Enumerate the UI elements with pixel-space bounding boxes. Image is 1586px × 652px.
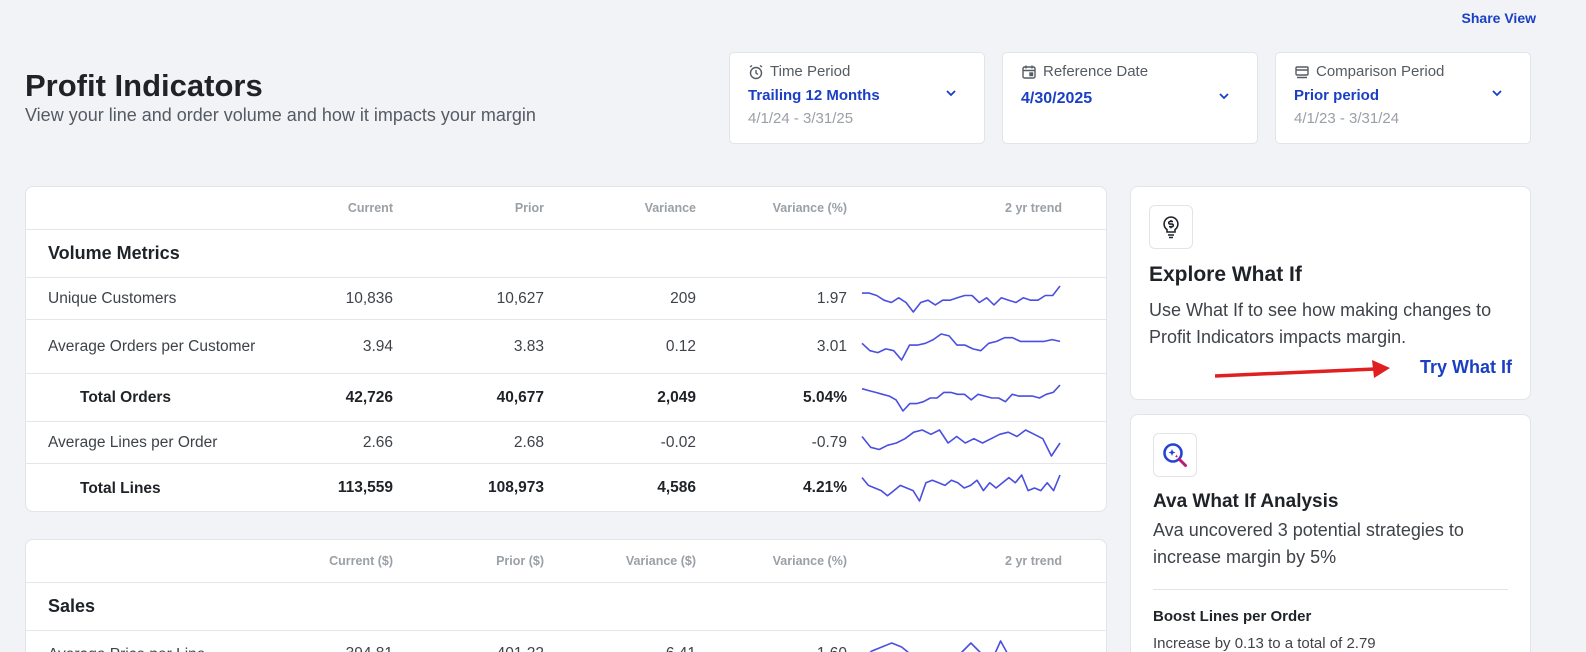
chevron-down-icon[interactable]	[1217, 89, 1231, 108]
reference-date-filter[interactable]: Reference Date 4/30/2025	[1002, 52, 1258, 144]
ava-title: Ava What If Analysis	[1153, 491, 1339, 512]
cell-current: 113,559	[337, 479, 393, 496]
try-what-if-link[interactable]: Try What If	[1419, 357, 1512, 377]
comparison-period-label: Comparison Period	[1316, 63, 1445, 80]
explore-title: Explore What If	[1149, 263, 1302, 286]
column-trend: 2 yr trend	[1005, 554, 1062, 568]
cell-variance-pct: 4.21%	[803, 479, 847, 496]
column-variance-pct: Variance (%)	[772, 201, 847, 215]
comparison-period-range: 4/1/23 - 3/31/24	[1294, 110, 1400, 127]
column-current: Current	[347, 201, 393, 215]
time-period-filter[interactable]: Time Period Trailing 12 Months 4/1/24 - …	[729, 52, 985, 144]
alarm-clock-icon	[749, 64, 763, 79]
table-row: Average Price per Line394.81401.22-6.41-…	[26, 631, 1106, 652]
table-header: Current ($) Prior ($) Variance ($) Varia…	[26, 540, 1106, 583]
column-variance-pct: Variance (%)	[772, 554, 847, 568]
volume-metrics-table: Current Prior Variance Variance (%) 2 yr…	[25, 186, 1107, 512]
sparkline	[869, 640, 1008, 652]
cell-current: 10,836	[345, 289, 393, 307]
column-variance: Variance	[644, 201, 696, 215]
sparkline	[862, 285, 1061, 313]
table-row: Total Lines 113,559 108,973 4,586 4.21%	[26, 464, 1106, 511]
section-title: Volume Metrics	[26, 230, 1106, 278]
cell-prior: 40,677	[496, 388, 544, 406]
row-label: Average Lines per Order	[48, 434, 218, 451]
cell-prior: 10,627	[496, 289, 544, 307]
reference-date-label: Reference Date	[1043, 63, 1149, 80]
row-label: Total Lines	[80, 479, 161, 497]
column-prior: Prior ($)	[496, 554, 544, 568]
cell-current: 2.66	[362, 433, 393, 451]
row-label: Average Orders per Customer	[48, 338, 256, 355]
cell-current: 3.94	[362, 337, 393, 355]
compare-icon	[1295, 65, 1309, 78]
trend-sparkline	[847, 332, 1084, 362]
time-period-range: 4/1/24 - 3/31/25	[748, 110, 854, 127]
explore-what-if-card: Explore What If Use What If to see how m…	[1130, 186, 1531, 400]
trend-sparkline	[847, 639, 1084, 652]
cell-variance-pct: 5.04%	[803, 388, 847, 406]
page-subtitle: View your line and order volume and how …	[25, 105, 536, 125]
cell-prior: 3.83	[513, 337, 544, 355]
row-label: Total Orders	[80, 389, 172, 406]
column-variance: Variance ($)	[625, 554, 696, 568]
ava-what-if-card: Ava What If Analysis Ava uncovered 3 pot…	[1130, 414, 1531, 652]
cell-current: 42,726	[345, 388, 393, 406]
trend-sparkline	[847, 383, 1084, 413]
page-title: Profit Indicators	[25, 68, 263, 103]
cell-variance: 0.12	[665, 337, 696, 355]
ava-text: Ava uncovered 3 potential strategies to …	[1153, 520, 1464, 567]
time-period-label: Time Period	[770, 63, 851, 80]
cell-prior: 2.68	[513, 433, 544, 451]
cell-variance-pct: 3.01	[816, 337, 847, 355]
cell-variance: -0.02	[660, 433, 696, 451]
sparkline	[861, 383, 1061, 412]
cell-prior: 401.22	[393, 645, 544, 652]
column-prior: Prior	[514, 201, 544, 215]
strategy-title: Boost Lines per Order	[1153, 608, 1312, 625]
section-title: Sales	[26, 583, 1106, 631]
comparison-period-value: Prior period	[1294, 86, 1380, 104]
cell-variance: 4,586	[657, 479, 696, 496]
chevron-down-icon[interactable]	[1490, 86, 1504, 104]
sparkline	[861, 332, 1061, 361]
cell-variance: 2,049	[657, 388, 696, 406]
lightbulb-dollar-icon	[1149, 205, 1193, 249]
cell-variance: 209	[670, 289, 696, 307]
row-label: Average Price per Line	[26, 643, 276, 652]
trend-sparkline	[847, 428, 1084, 458]
sparkline	[861, 474, 1061, 502]
arrow-annotation	[1215, 360, 1390, 378]
trend-sparkline	[847, 284, 1084, 314]
cell-prior: 108,973	[487, 479, 544, 496]
table-header: Current Prior Variance Variance (%) 2 yr…	[26, 187, 1106, 230]
ava-sparkle-search-icon	[1153, 433, 1197, 477]
comparison-period-filter[interactable]: Comparison Period Prior period 4/1/23 - …	[1275, 52, 1531, 144]
calendar-icon	[1022, 65, 1036, 79]
strategy-text: Increase by 0.13 to a total of 2.79	[1153, 635, 1376, 652]
column-trend: 2 yr trend	[1005, 201, 1062, 215]
sales-table: Current ($) Prior ($) Variance ($) Varia…	[25, 539, 1107, 652]
table-row: Average Lines per Order 2.66 2.68 -0.02 -0.7…	[26, 422, 1106, 464]
cell-variance: -6.41	[544, 645, 696, 652]
chevron-down-icon[interactable]	[944, 86, 958, 104]
cell-variance-pct: -1.60	[696, 645, 847, 652]
cell-variance-pct: 1.97	[816, 289, 847, 307]
row-label: Unique Customers	[48, 290, 177, 307]
table-row: Total Orders 42,726 40,677 2,049 5.04%	[26, 374, 1106, 422]
table-row: Average Orders per Customer 3.94 3.83 0.12 3…	[26, 320, 1106, 374]
share-view-link[interactable]: Share View	[1461, 10, 1536, 26]
cell-variance-pct: -0.79	[811, 433, 847, 451]
column-current: Current ($)	[329, 554, 393, 568]
explore-text: Use What If to see how making changes to…	[1149, 300, 1492, 347]
reference-date-value: 4/30/2025	[1021, 89, 1093, 107]
cell-current: 394.81	[276, 645, 393, 652]
divider	[1153, 589, 1508, 590]
table-row: Unique Customers 10,836 10,627 209 1.97	[26, 278, 1106, 320]
trend-sparkline	[847, 473, 1084, 503]
sparkline	[861, 428, 1061, 457]
time-period-value: Trailing 12 Months	[748, 86, 880, 104]
